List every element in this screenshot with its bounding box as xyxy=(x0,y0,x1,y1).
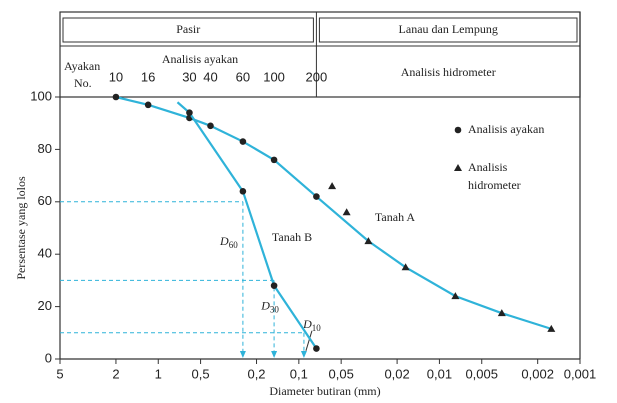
guide-label: D10 xyxy=(302,317,321,333)
guide-symbol: D xyxy=(219,234,229,248)
x-tick-label: 1 xyxy=(155,366,162,381)
curve-label: Tanah B xyxy=(272,230,312,244)
x-tick-label: 0,1 xyxy=(290,366,308,381)
point xyxy=(497,309,506,317)
x-axis-label: Diameter butiran (mm) xyxy=(269,384,380,398)
legend-label: Analisis xyxy=(468,160,508,174)
sieve-number: 60 xyxy=(236,69,250,84)
guide-arrow xyxy=(271,351,278,358)
guide-subscript: 60 xyxy=(229,240,239,250)
curve xyxy=(115,95,552,330)
point xyxy=(186,109,193,117)
point xyxy=(313,193,320,200)
legend-label: Analisis ayakan xyxy=(468,122,544,136)
header-box xyxy=(318,17,578,43)
point xyxy=(451,292,460,300)
point xyxy=(144,101,152,109)
point xyxy=(239,188,247,195)
curve xyxy=(176,101,318,350)
hydrometer-title: Analisis hidrometer xyxy=(401,65,496,79)
curve-label: Tanah A xyxy=(375,210,415,224)
sieve-title: Analisis ayakan xyxy=(162,52,238,66)
x-tick-label: 0,5 xyxy=(192,366,210,381)
point xyxy=(342,208,351,216)
point xyxy=(328,182,337,190)
sieve-number: 200 xyxy=(306,69,328,84)
sieve-label: Ayakan xyxy=(64,59,100,73)
point xyxy=(313,345,320,352)
guide-label: D30 xyxy=(260,298,279,314)
sieve-number: 100 xyxy=(263,69,285,84)
y-tick-label: 20 xyxy=(38,298,52,313)
pointer xyxy=(305,330,313,351)
sieve-number: 16 xyxy=(141,69,155,84)
y-tick-label: 60 xyxy=(38,193,52,208)
point xyxy=(364,237,373,245)
point xyxy=(401,263,410,271)
point xyxy=(547,324,556,332)
header-box xyxy=(62,17,314,43)
x-tick-label: 0,002 xyxy=(521,366,554,381)
y-tick-label: 80 xyxy=(38,141,52,156)
guide-arrow xyxy=(300,351,307,358)
guide-label: D60 xyxy=(219,234,238,250)
legend-marker xyxy=(454,126,462,134)
y-tick-label: 40 xyxy=(38,246,52,261)
y-axis-label: Persentase yang lolos xyxy=(14,176,28,280)
guide-symbol: D xyxy=(260,298,270,312)
header-label: Pasir xyxy=(176,22,200,36)
guide-subscript: 10 xyxy=(312,323,322,333)
x-tick-label: 0,2 xyxy=(247,366,265,381)
legend-marker xyxy=(454,164,462,171)
sieve-label: No. xyxy=(74,76,92,90)
x-tick-label: 5 xyxy=(56,366,63,381)
x-tick-label: 0,001 xyxy=(564,366,597,381)
x-tick-label: 0,005 xyxy=(465,366,498,381)
guide-arrow xyxy=(239,351,246,358)
x-tick-label: 0,05 xyxy=(329,366,354,381)
x-tick-label: 2 xyxy=(112,366,119,381)
point xyxy=(270,282,278,289)
guide-symbol: D xyxy=(302,317,312,331)
x-tick-label: 0,01 xyxy=(427,366,452,381)
point xyxy=(270,156,278,164)
point xyxy=(239,138,247,145)
sieve-number: 10 xyxy=(109,69,123,84)
legend-label: hidrometer xyxy=(468,178,521,192)
sieve-number: 40 xyxy=(203,69,217,84)
point xyxy=(207,122,214,130)
point xyxy=(112,93,120,101)
y-tick-label: 100 xyxy=(30,88,52,103)
sieve-number: 30 xyxy=(182,69,196,84)
x-tick-label: 0,02 xyxy=(384,366,409,381)
y-tick-label: 0 xyxy=(45,350,52,365)
guide-subscript: 30 xyxy=(270,304,280,314)
header-label: Lanau dan Lempung xyxy=(399,22,498,36)
